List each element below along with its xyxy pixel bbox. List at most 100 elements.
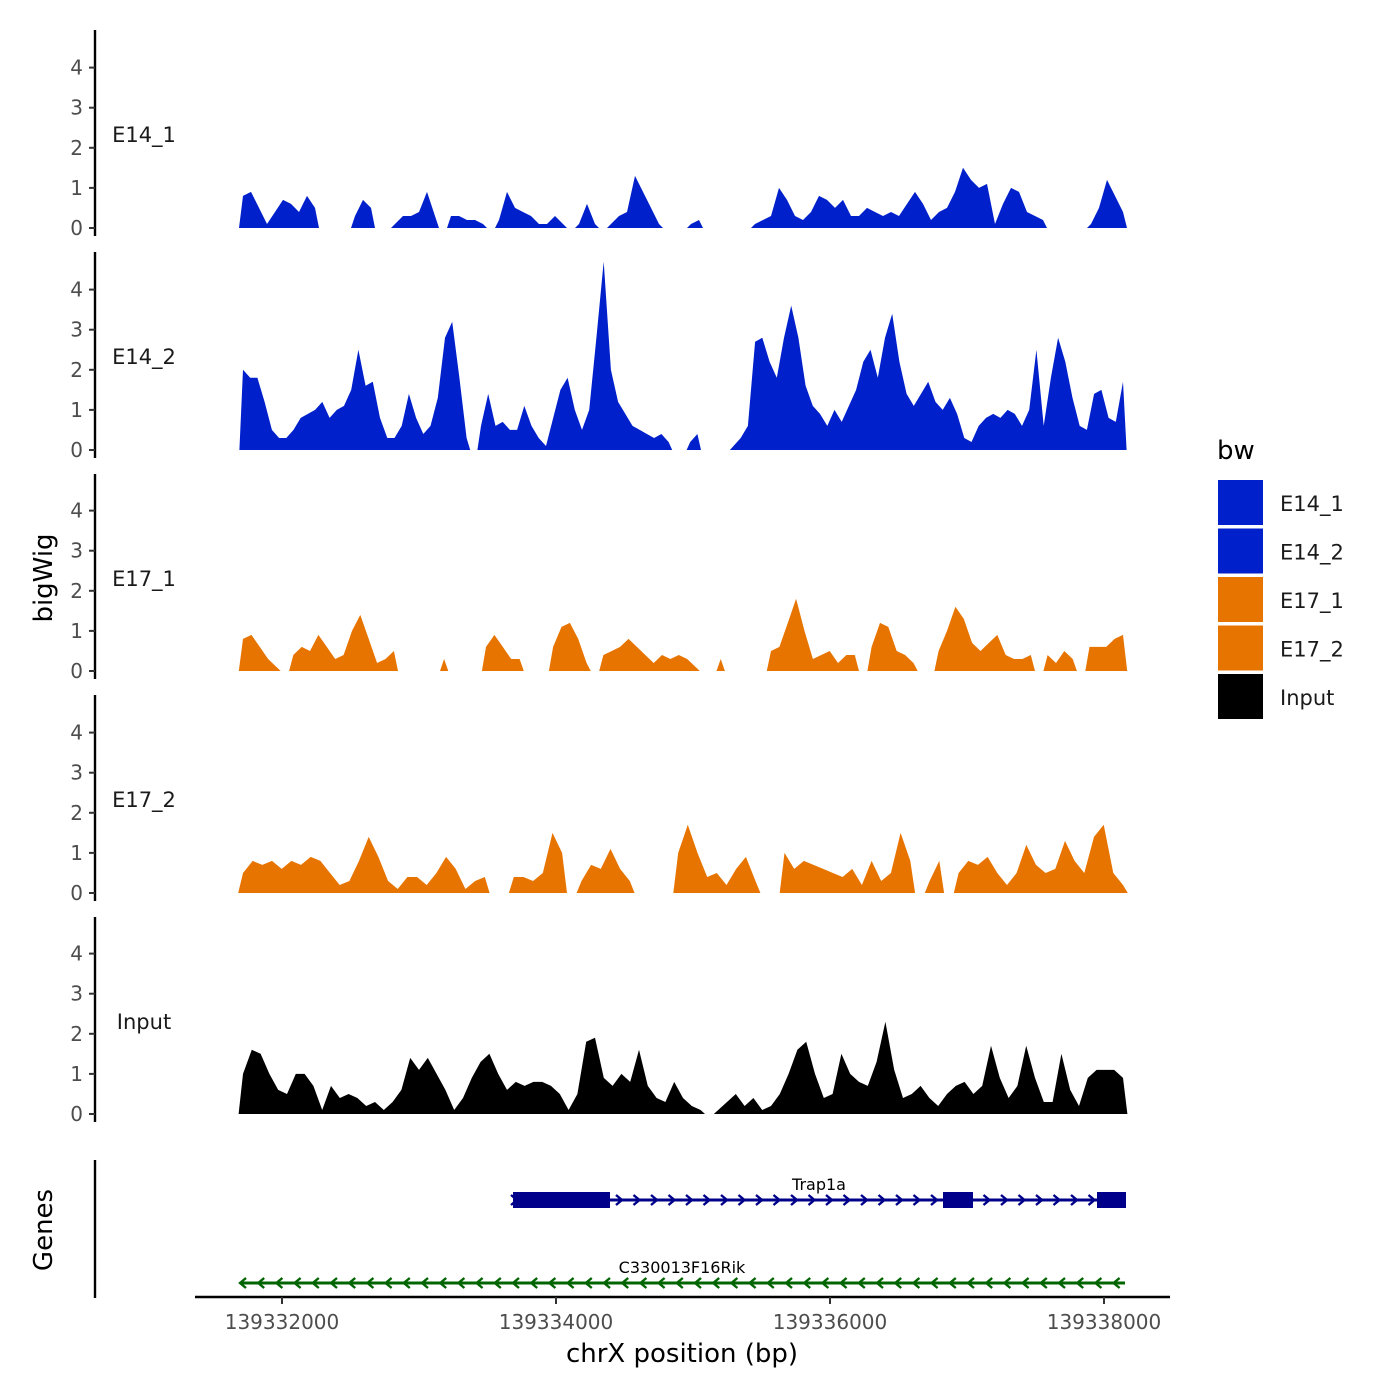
x-axis: 139332000 139334000 139336000 139338000 [195,1295,1170,1334]
coverage-area [686,434,701,450]
strand-arrow [1000,1194,1009,1206]
gene-trap1a: Trap1a [510,1175,1126,1208]
coverage-tracks: 0 1 2 3 4 E14_1 0 1 2 3 4 E14_2 0 1 2 3 4 E17_1 0 1 2 3 4 E17_2… [70,30,1128,1126]
strand-arrow [1017,1194,1027,1206]
strand-arrow [650,1194,659,1206]
y-tick-label: 3 [70,96,83,120]
coverage-area [934,606,1035,671]
y-tick-label: 4 [70,56,83,80]
strand-arrow [838,1277,848,1289]
exon-block [943,1192,973,1208]
strand-arrow [615,1194,624,1206]
x-tick-label: 139338000 [1047,1310,1162,1334]
strand-arrow [765,1277,775,1289]
coverage-area [447,216,487,228]
coverage-area [239,191,319,228]
strand-arrow [875,1277,884,1289]
strand-arrow [984,1277,993,1289]
y-tick-label: 2 [70,801,83,825]
strand-arrow [420,1277,429,1289]
strand-arrow [256,1277,265,1289]
strand-arrow [930,1194,939,1206]
strand-arrow [842,1194,852,1206]
strand-arrow [802,1277,811,1289]
legend-label: E14_1 [1280,492,1344,517]
y-tick-label: 1 [70,619,83,643]
strand-arrow [438,1277,447,1289]
strand-arrow [492,1277,502,1289]
strand-arrow [529,1277,538,1289]
coverage-area [867,622,918,671]
coverage-area [481,634,524,671]
gene-label: Trap1a [791,1175,846,1194]
coverage-area [239,321,471,450]
strand-arrow [720,1194,729,1206]
y-tick-label: 0 [70,438,83,462]
track-label: E14_2 [112,345,176,370]
coverage-area [477,261,673,450]
strand-arrow [1052,1194,1062,1206]
strand-arrow [947,1277,957,1289]
strand-arrow [784,1277,793,1289]
strand-arrow [1038,1277,1048,1289]
legend-swatch [1218,528,1263,574]
strand-arrow [820,1277,830,1289]
y-tick-label: 0 [70,1102,83,1126]
strand-arrow [685,1194,694,1206]
strand-arrow [912,1194,922,1206]
y-tick-label: 1 [70,176,83,200]
genes-axis-title: Genes [29,1189,59,1271]
strand-arrow [825,1194,834,1206]
y-tick-label: 2 [70,136,83,160]
strand-arrow [238,1277,247,1289]
strand-arrow [620,1277,629,1289]
coverage-area [924,860,945,893]
gene-label: C330013F16Rik [619,1258,746,1277]
strand-arrow [893,1277,902,1289]
track-label: E17_1 [112,567,176,592]
legend-item-e14-1: E14_1 [1218,480,1344,525]
strand-arrow [310,1277,320,1289]
legend-item-e14-2: E14_2 [1218,528,1344,574]
y-tick-label: 2 [70,358,83,382]
coverage-area [953,824,1128,893]
strand-arrow [790,1194,799,1206]
strand-arrow [1057,1277,1066,1289]
strand-arrow [807,1194,817,1206]
strand-arrow [565,1277,575,1289]
coverage-area [713,1021,1128,1114]
x-tick-label: 139332000 [225,1310,340,1334]
strand-arrow [1035,1194,1044,1206]
strand-arrow [747,1277,757,1289]
strand-arrow [656,1277,666,1289]
coverage-area [575,203,599,228]
track-e14-2: 0 1 2 3 4 E14_2 [70,252,1127,462]
y-tick-label: 1 [70,841,83,865]
coverage-area [238,1037,705,1114]
strand-arrow [274,1277,284,1289]
strand-arrow [632,1194,642,1206]
y-tick-label: 1 [70,398,83,422]
coverage-area [716,659,725,671]
y-tick-label: 0 [70,659,83,683]
strand-arrow [583,1277,593,1289]
strand-arrow [895,1194,904,1206]
strand-arrow [702,1194,712,1206]
legend-item-input: Input [1218,674,1334,719]
x-tick-label: 139336000 [773,1310,888,1334]
legend-item-e17-2: E17_2 [1218,625,1344,671]
strand-arrow [1075,1277,1084,1289]
track-input: 0 1 2 3 4 Input [70,917,1128,1126]
legend-label: Input [1280,686,1334,710]
strand-arrow [401,1277,411,1289]
strand-arrow [982,1194,992,1206]
coverage-area [599,638,700,671]
coverage-area [508,832,567,893]
y-tick-label: 3 [70,982,83,1006]
coverage-area [766,598,859,671]
coverage-area [1085,634,1128,671]
x-tick-label: 139334000 [499,1310,614,1334]
legend: bw E14_1 E14_2 E17_1 E17_2 Input [1217,436,1344,719]
legend-item-e17-1: E17_1 [1218,577,1344,622]
